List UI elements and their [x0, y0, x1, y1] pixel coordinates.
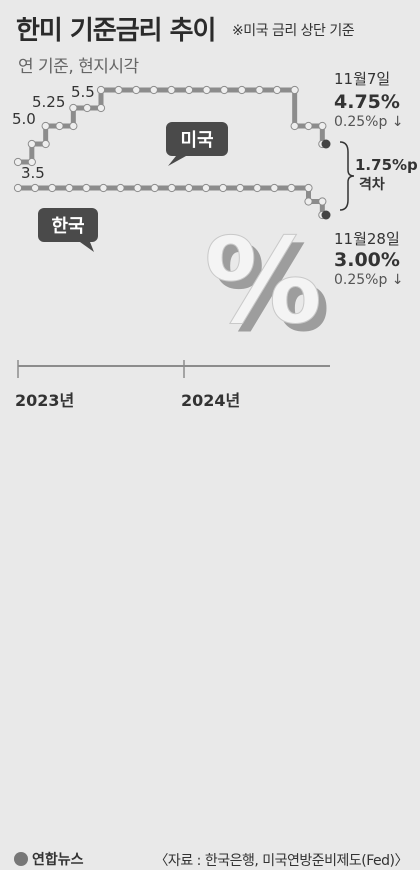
korea-point: [65, 183, 74, 193]
source-note: 〈자료 : 한국은행, 미국연방준비제도(Fed)〉: [154, 853, 408, 869]
us-point: [132, 85, 141, 95]
us-point: [96, 85, 106, 95]
korea-point: [253, 183, 262, 193]
korea-point: [304, 197, 313, 206]
korea-point: [48, 183, 57, 193]
rate-chart: % % 2023년 2024년 5.0 5.25 5.5 3.5 미국 한국 1…: [12, 70, 418, 410]
korea-point: [236, 183, 245, 193]
series-dots-us: [13, 85, 331, 167]
gap-bracket: [339, 141, 355, 211]
series-dots-korea: [13, 183, 331, 220]
korea-point: [201, 183, 211, 193]
korea-point: [30, 183, 40, 193]
us-point: [83, 103, 92, 113]
us-point: [167, 85, 176, 95]
us-point: [69, 121, 78, 131]
us-date: 11월7일: [334, 70, 390, 88]
us-value: 4.75%: [334, 91, 400, 113]
legend-badge-us: 미국: [166, 122, 228, 166]
korea-point: [116, 183, 125, 193]
korea-point: [133, 183, 142, 193]
legend-label-korea: 한국: [51, 216, 84, 237]
korea-point: [167, 183, 176, 193]
korea-point: [150, 183, 159, 193]
x-tick-label-2023: 2023년: [15, 391, 74, 410]
agency-logo: 연합뉴스: [14, 849, 84, 869]
us-point: [290, 85, 299, 95]
us-point: [184, 85, 194, 95]
us-point: [27, 157, 36, 167]
us-point: [202, 85, 211, 95]
us-point: [41, 139, 50, 149]
value-label-5-5: 5.5: [71, 83, 95, 101]
legend-label-us: 미국: [180, 130, 213, 151]
footer: 연합뉴스 〈자료 : 한국은행, 미국연방준비제도(Fed)〉: [0, 422, 420, 869]
korea-point: [218, 183, 228, 193]
korea-point: [99, 183, 108, 193]
x-tick-label-2024: 2024년: [181, 391, 240, 410]
percent-decoration: % %: [204, 212, 331, 359]
page-subtitle: 연 기준, 현지시각: [18, 57, 139, 77]
gap-value: 1.75%p: [355, 156, 418, 174]
us-last-point: [321, 139, 331, 149]
us-point: [114, 85, 123, 95]
korea-last-point: [321, 210, 331, 220]
us-point: [318, 121, 327, 131]
korea-point: [82, 183, 91, 193]
us-point: [255, 85, 264, 95]
korea-point: [287, 183, 296, 193]
us-point: [220, 85, 229, 95]
korea-point: [318, 197, 327, 206]
korea-date: 11월28일: [334, 230, 400, 248]
value-label-5-0: 5.0: [12, 110, 36, 128]
legend-badge-korea: 한국: [38, 208, 98, 252]
percent-shadow: %: [212, 220, 330, 358]
korea-value: 3.00%: [334, 249, 400, 271]
page-title: 한미 기준금리 추이: [16, 16, 216, 46]
us-point: [237, 85, 246, 95]
value-label-3-5: 3.5: [21, 164, 45, 182]
korea-point: [13, 183, 23, 193]
logo-mark-icon: [14, 852, 28, 866]
us-point: [290, 121, 299, 131]
us-point: [272, 85, 282, 95]
basis-note: ※미국 금리 상단 기준: [232, 23, 355, 39]
us-point: [149, 85, 158, 95]
value-label-5-25: 5.25: [32, 93, 65, 111]
us-point: [304, 121, 313, 131]
us-change: 0.25%p ↓: [334, 114, 404, 130]
korea-point: [184, 183, 193, 193]
percent-glyph: %: [204, 212, 322, 350]
gap-label: 격차: [359, 176, 385, 193]
us-point: [55, 121, 64, 131]
us-point: [27, 139, 36, 149]
us-point: [13, 157, 23, 167]
logo-text: 연합뉴스: [32, 852, 84, 868]
korea-point: [304, 183, 313, 193]
us-point: [69, 103, 78, 113]
korea-point: [270, 183, 279, 193]
us-point: [41, 121, 50, 131]
korea-change: 0.25%p ↓: [334, 272, 404, 288]
us-point: [96, 103, 106, 113]
